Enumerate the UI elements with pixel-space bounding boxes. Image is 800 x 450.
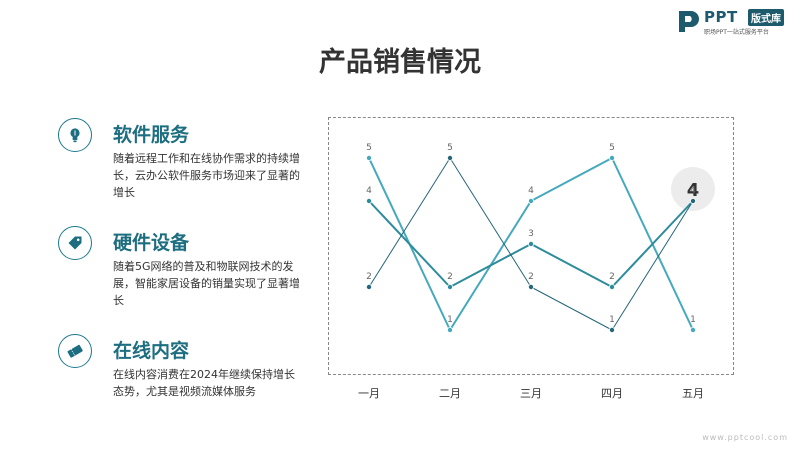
data-point <box>365 197 372 204</box>
logo-name: PPT <box>704 8 738 26</box>
data-point <box>528 240 535 247</box>
data-label: 5 <box>447 143 453 153</box>
feature-description: 随着5G网络的普及和物联网技术的发展，智能家居设备的销量实现了显著增长 <box>113 260 300 307</box>
ppt-logo-icon <box>679 11 699 32</box>
data-label: 2 <box>366 272 372 282</box>
x-tick-label: 三月 <box>520 387 542 400</box>
data-label: 4 <box>528 186 534 196</box>
footer-url: www.pptcool.com <box>702 433 788 442</box>
data-point <box>609 154 616 161</box>
feature-heading: 在线内容 <box>113 340 190 362</box>
chart-frame <box>328 117 734 375</box>
data-label: 1 <box>447 315 453 325</box>
tag-icon <box>68 236 82 250</box>
data-point <box>365 154 372 161</box>
data-point <box>528 197 535 204</box>
highlight-value: 4 <box>687 180 700 201</box>
feature-heading: 软件服务 <box>113 124 190 146</box>
data-point <box>528 283 535 290</box>
data-label: 4 <box>366 186 372 196</box>
highlight-bubble <box>671 167 715 211</box>
data-label: 3 <box>528 229 534 239</box>
feature-description: 在线内容消费在2024年继续保持增长态势，尤其是视频流媒体服务 <box>113 368 295 398</box>
data-point <box>690 197 697 204</box>
data-label: 5 <box>366 143 372 153</box>
data-label: 1 <box>690 315 696 325</box>
lightbulb-icon <box>70 128 80 143</box>
feature-heading: 硬件设备 <box>113 232 190 254</box>
brand-logo: PPT 版式库 职场PPT一站式服务平台 <box>676 6 790 36</box>
data-point <box>609 326 616 333</box>
feature-icon-circle <box>58 334 92 368</box>
data-point <box>446 283 453 290</box>
data-point <box>446 154 453 161</box>
x-tick-label: 一月 <box>358 387 380 400</box>
logo-tag: 版式库 <box>748 9 784 26</box>
data-label: 2 <box>609 272 615 282</box>
data-label: 2 <box>447 272 453 282</box>
data-point <box>446 326 453 333</box>
data-point <box>365 283 372 290</box>
x-tick-label: 五月 <box>682 387 704 400</box>
x-tick-label: 二月 <box>439 387 461 400</box>
feature-icon-circle <box>58 118 92 152</box>
data-point <box>690 326 697 333</box>
data-label: 4 <box>690 186 696 196</box>
data-label: 5 <box>609 143 615 153</box>
data-label: 2 <box>528 272 534 282</box>
feature-icon-circle <box>58 226 92 260</box>
feature-description: 随着远程工作和在线协作需求的持续增长，云办公软件服务市场迎来了显著的增长 <box>113 152 300 199</box>
data-label: 1 <box>609 315 615 325</box>
logo-subtitle: 职场PPT一站式服务平台 <box>704 29 769 36</box>
x-tick-label: 四月 <box>601 387 623 400</box>
page-title: 产品销售情况 <box>319 47 481 78</box>
ticket-icon <box>67 344 83 358</box>
data-point <box>609 283 616 290</box>
